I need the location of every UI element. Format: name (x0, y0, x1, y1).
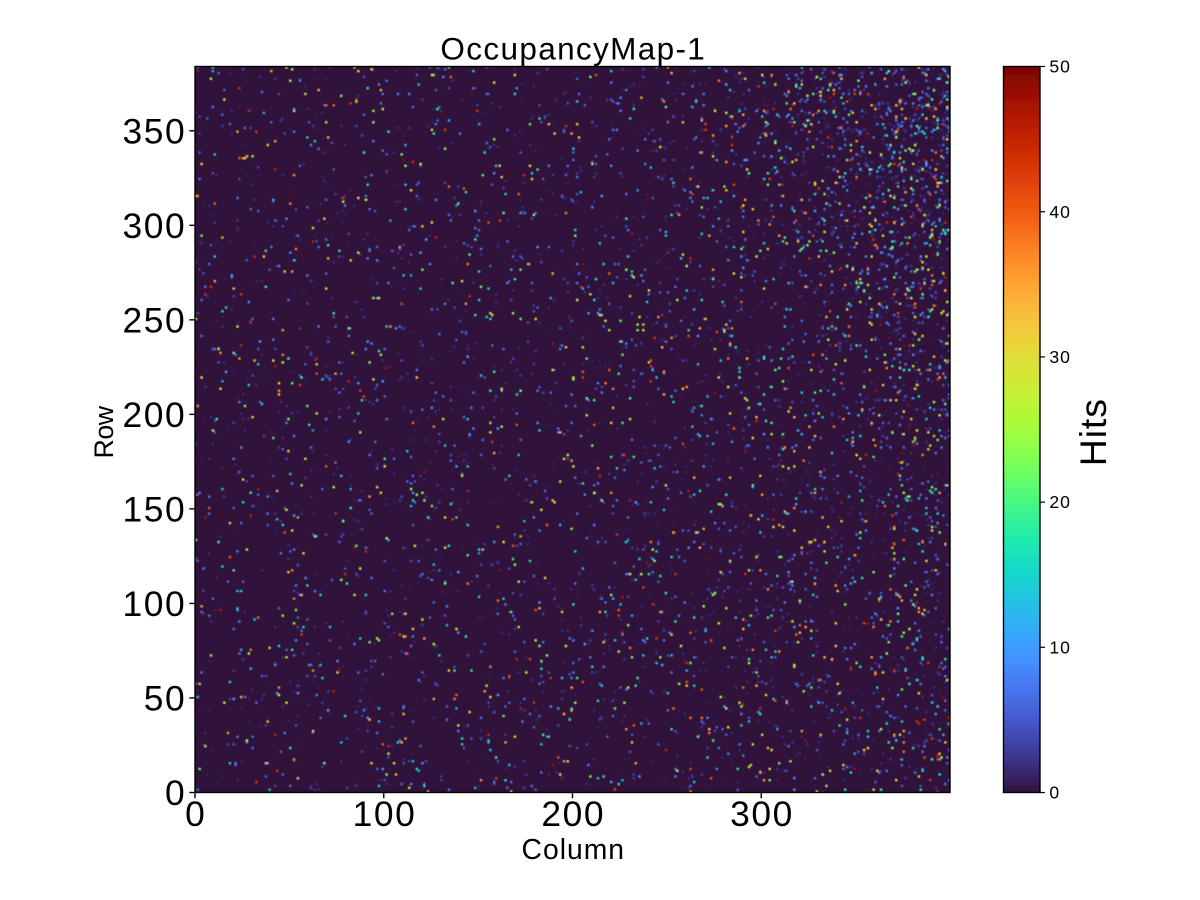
svg-text:0: 0 (1049, 783, 1060, 803)
svg-text:40: 40 (1049, 202, 1070, 222)
svg-text:100: 100 (122, 584, 186, 624)
svg-text:50: 50 (1049, 57, 1070, 77)
svg-text:Row: Row (89, 405, 119, 458)
svg-text:Hits: Hits (1072, 398, 1114, 466)
svg-text:10: 10 (1049, 637, 1070, 657)
svg-text:Column: Column (522, 833, 626, 865)
svg-text:30: 30 (1049, 347, 1070, 367)
svg-text:300: 300 (122, 206, 186, 246)
svg-text:250: 250 (122, 301, 186, 341)
svg-text:0: 0 (185, 794, 206, 834)
svg-text:0: 0 (165, 773, 186, 813)
svg-text:20: 20 (1049, 492, 1070, 512)
svg-text:150: 150 (122, 490, 186, 530)
svg-text:200: 200 (541, 794, 605, 834)
svg-text:300: 300 (730, 794, 794, 834)
svg-text:50: 50 (144, 679, 187, 719)
svg-text:OccupancyMap-1: OccupancyMap-1 (440, 30, 706, 66)
svg-text:100: 100 (353, 794, 417, 834)
svg-text:350: 350 (122, 111, 186, 151)
svg-text:200: 200 (122, 395, 186, 435)
